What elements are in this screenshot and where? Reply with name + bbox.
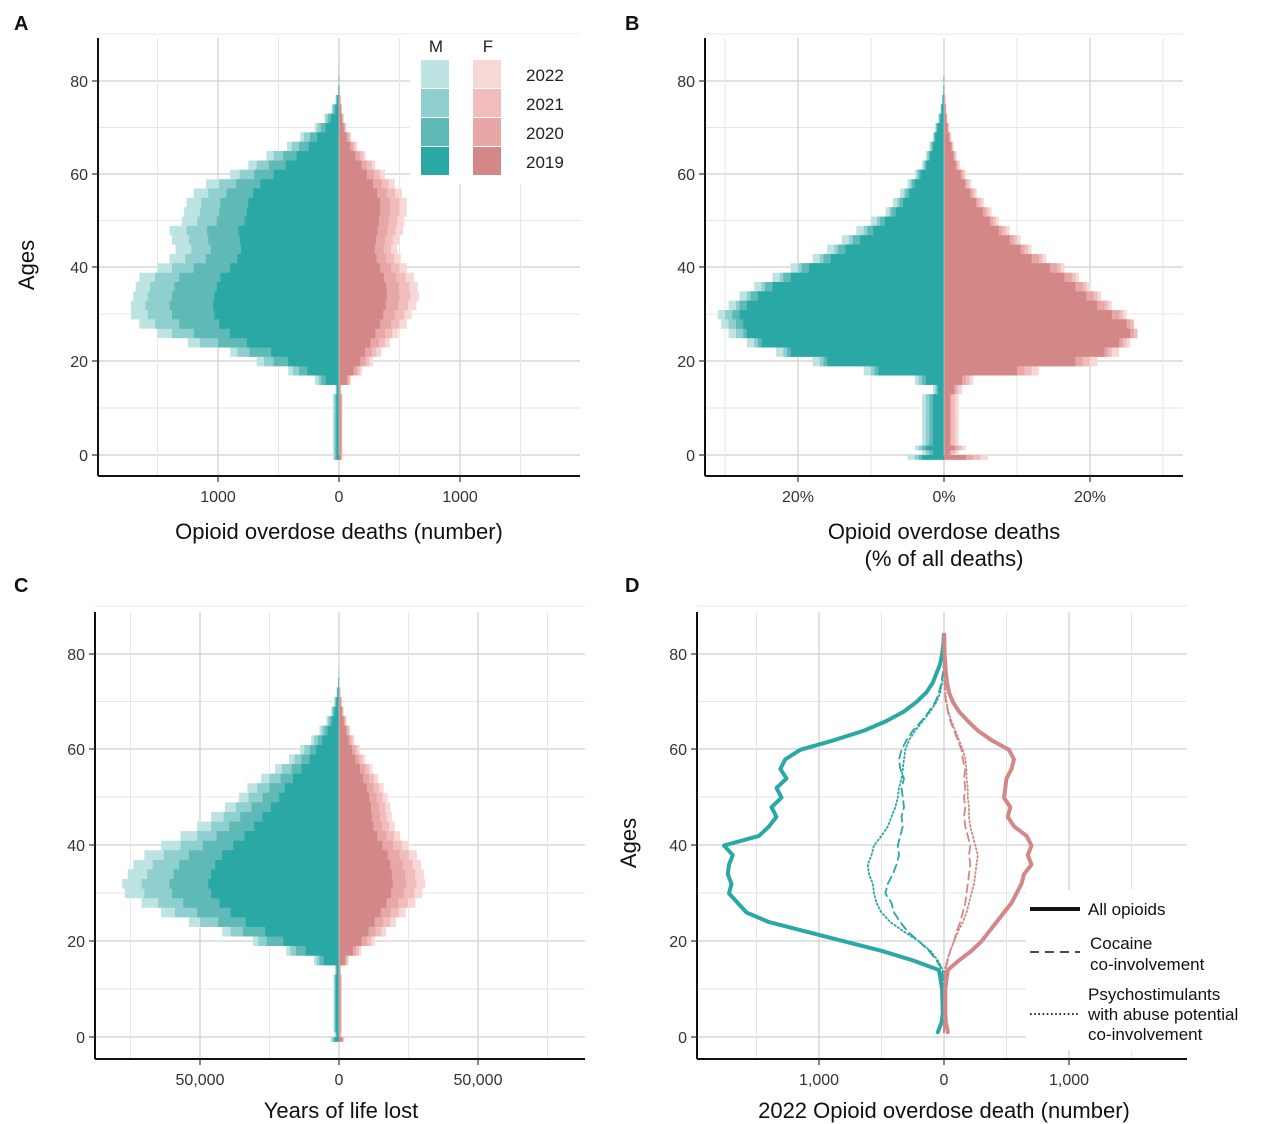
x-tick-label: 1,000 bbox=[1049, 1072, 1089, 1089]
legend-header-f: F bbox=[483, 37, 493, 56]
legend-label-psycho-3: co-involvement bbox=[1088, 1025, 1203, 1044]
panel-c-xlabel: Years of life lost bbox=[264, 1098, 419, 1123]
panel-d-legend-background bbox=[1026, 890, 1246, 1050]
panel-d-xlabel: 2022 Opioid overdose death (number) bbox=[758, 1098, 1130, 1123]
panel-letter-a: A bbox=[14, 13, 28, 35]
legend-label-2020: 2020 bbox=[526, 124, 564, 143]
panel-b-axes: 0 20 40 60 80 20% 0% 20% bbox=[677, 38, 1183, 506]
y-tick-label: 20 bbox=[67, 934, 85, 951]
x-tick-label: 0 bbox=[335, 489, 344, 506]
y-tick-label: 60 bbox=[70, 167, 88, 184]
x-tick-label: 1,000 bbox=[799, 1072, 839, 1089]
panel-letter-b: B bbox=[625, 13, 639, 35]
panel-c-chart: 0 20 40 60 80 50,000 0 50,000 bbox=[67, 605, 585, 1089]
legend-swatch-m-2022 bbox=[421, 60, 449, 88]
y-tick-label: 40 bbox=[677, 260, 695, 277]
y-tick-label: 60 bbox=[677, 167, 695, 184]
panel-letter-d: D bbox=[625, 575, 639, 597]
y-tick-label: 40 bbox=[70, 260, 88, 277]
y-tick-label: 80 bbox=[67, 647, 85, 664]
panel-b-xlabel-line2: (% of all deaths) bbox=[865, 546, 1024, 571]
y-tick-label: 40 bbox=[67, 838, 85, 855]
legend-swatch-m-2019 bbox=[421, 147, 449, 175]
panel-b-xlabel-line1: Opioid overdose deaths bbox=[828, 519, 1060, 544]
x-tick-label: 0% bbox=[932, 489, 955, 506]
y-tick-label: 0 bbox=[686, 448, 695, 465]
legend-label-all-opioids: All opioids bbox=[1088, 900, 1166, 919]
line-m-dashed bbox=[884, 633, 945, 1034]
area-f-2019 bbox=[944, 76, 1131, 460]
line-m-solid bbox=[722, 632, 946, 1035]
area-f-2019 bbox=[339, 639, 393, 1042]
panel-a-areas bbox=[130, 57, 419, 460]
y-tick-label: 0 bbox=[678, 1030, 687, 1047]
x-tick-label: 0 bbox=[940, 1072, 949, 1089]
legend-label-2022: 2022 bbox=[526, 66, 564, 85]
legend-swatch-f-2022 bbox=[473, 60, 501, 88]
legend-swatch-m-2020 bbox=[421, 118, 449, 146]
y-tick-label: 0 bbox=[76, 1030, 85, 1047]
legend-label-2021: 2021 bbox=[526, 95, 564, 114]
panel-c-areas bbox=[122, 639, 426, 1042]
panel-a-axes: 0 20 40 60 80 1000 0 1000 bbox=[70, 38, 580, 506]
x-tick-label: 1000 bbox=[200, 489, 236, 506]
y-tick-label: 60 bbox=[669, 742, 687, 759]
x-tick-label: 50,000 bbox=[176, 1072, 225, 1089]
legend-label-cocaine-2: co-involvement bbox=[1090, 955, 1205, 974]
legend-header-m: M bbox=[429, 37, 443, 56]
panel-a-ylabel: Ages bbox=[14, 240, 39, 290]
line-m-dotted bbox=[866, 633, 945, 1034]
legend-label-cocaine-1: Cocaine bbox=[1090, 934, 1152, 953]
x-tick-label: 50,000 bbox=[454, 1072, 503, 1089]
area-m-2019 bbox=[739, 76, 944, 460]
legend-swatch-f-2021 bbox=[473, 89, 501, 117]
x-tick-label: 0 bbox=[335, 1072, 344, 1089]
legend-label-2019: 2019 bbox=[526, 153, 564, 172]
legend-swatch-m-2021 bbox=[421, 89, 449, 117]
panel-d-axes: 0 20 40 60 80 1,000 0 1,000 bbox=[669, 612, 1187, 1089]
panel-b-chart: 0 20 40 60 80 20% 0% 20% bbox=[677, 33, 1183, 506]
area-m-2019 bbox=[208, 639, 339, 1042]
legend-swatch-f-2020 bbox=[473, 118, 501, 146]
area-m-2019 bbox=[213, 57, 339, 460]
area-f-2019 bbox=[339, 57, 387, 460]
x-tick-label: 20% bbox=[1074, 489, 1106, 506]
x-tick-label: 20% bbox=[782, 489, 814, 506]
y-tick-label: 20 bbox=[669, 934, 687, 951]
y-tick-label: 80 bbox=[669, 647, 687, 664]
x-tick-label: 1000 bbox=[442, 489, 478, 506]
y-tick-label: 80 bbox=[677, 74, 695, 91]
y-tick-label: 0 bbox=[79, 448, 88, 465]
panel-a-xlabel: Opioid overdose deaths (number) bbox=[175, 519, 503, 544]
line-f-dotted bbox=[943, 633, 979, 1034]
line-f-solid bbox=[942, 632, 1034, 1035]
panel-a-legend: M F 2022 2021 2020 2019 bbox=[410, 34, 580, 184]
panel-letter-c: C bbox=[14, 575, 28, 597]
panel-d-ylabel: Ages bbox=[616, 818, 641, 868]
legend-label-psycho-2: with abuse potential bbox=[1087, 1005, 1238, 1024]
panel-a-chart: 0 20 40 60 80 1000 0 1000 bbox=[70, 33, 580, 506]
y-tick-label: 40 bbox=[669, 838, 687, 855]
y-tick-label: 60 bbox=[67, 742, 85, 759]
legend-swatch-f-2019 bbox=[473, 147, 501, 175]
panel-d-legend: All opioids Cocaine co-involvement Psych… bbox=[1026, 890, 1246, 1050]
panel-b-areas bbox=[717, 76, 1138, 460]
y-tick-label: 80 bbox=[70, 74, 88, 91]
panel-d-lines bbox=[722, 632, 1034, 1035]
y-tick-label: 20 bbox=[70, 354, 88, 371]
legend-label-psycho-1: Psychostimulants bbox=[1088, 985, 1220, 1004]
y-tick-label: 20 bbox=[677, 354, 695, 371]
panel-c-axes: 0 20 40 60 80 50,000 0 50,000 bbox=[67, 612, 585, 1089]
